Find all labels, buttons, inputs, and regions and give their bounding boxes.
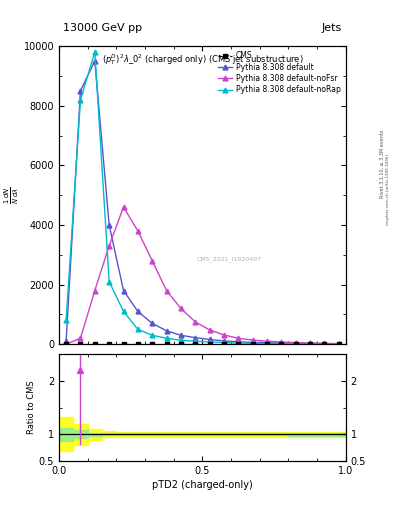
Y-axis label: Ratio to CMS: Ratio to CMS xyxy=(27,381,36,434)
Line: CMS: CMS xyxy=(64,342,341,347)
Pythia 8.308 default xyxy=(308,340,312,347)
X-axis label: pTD2 (charged-only): pTD2 (charged-only) xyxy=(152,480,253,490)
Pythia 8.308 default xyxy=(107,222,112,228)
Pythia 8.308 default xyxy=(236,339,241,345)
Pythia 8.308 default-noFsr xyxy=(150,258,154,264)
Pythia 8.308 default-noRap xyxy=(78,97,83,103)
CMS xyxy=(64,341,68,347)
Pythia 8.308 default-noFsr xyxy=(136,228,140,234)
Pythia 8.308 default-noFsr xyxy=(92,287,97,293)
Line: Pythia 8.308 default-noFsr: Pythia 8.308 default-noFsr xyxy=(64,205,341,347)
CMS xyxy=(336,341,341,347)
Pythia 8.308 default-noRap xyxy=(250,340,255,347)
Pythia 8.308 default-noRap xyxy=(236,340,241,346)
Pythia 8.308 default xyxy=(293,340,298,347)
Pythia 8.308 default xyxy=(250,339,255,346)
Pythia 8.308 default-noFsr xyxy=(64,341,68,347)
Pythia 8.308 default xyxy=(207,336,212,343)
Pythia 8.308 default-noRap xyxy=(121,308,126,314)
Pythia 8.308 default-noRap xyxy=(136,326,140,332)
Pythia 8.308 default xyxy=(64,338,68,344)
Pythia 8.308 default-noFsr xyxy=(308,340,312,346)
Pythia 8.308 default xyxy=(78,88,83,94)
Pythia 8.308 default-noFsr xyxy=(279,339,284,345)
Pythia 8.308 default-noFsr xyxy=(207,327,212,333)
Pythia 8.308 default-noRap xyxy=(308,341,312,347)
CMS xyxy=(236,341,241,347)
Text: mcplots.cern.ch [arXiv:1306.3436]: mcplots.cern.ch [arXiv:1306.3436] xyxy=(386,154,390,225)
Pythia 8.308 default-noRap xyxy=(322,341,327,347)
Text: Jets: Jets xyxy=(321,23,342,33)
Pythia 8.308 default-noFsr xyxy=(250,337,255,343)
Pythia 8.308 default-noRap xyxy=(178,337,183,344)
Pythia 8.308 default-noRap xyxy=(193,338,198,344)
CMS xyxy=(279,341,284,347)
Pythia 8.308 default-noFsr xyxy=(293,339,298,346)
Pythia 8.308 default-noFsr xyxy=(322,340,327,347)
CMS xyxy=(136,341,140,347)
Pythia 8.308 default-noFsr xyxy=(236,335,241,342)
Pythia 8.308 default-noFsr xyxy=(78,335,83,342)
Text: $(p_T^D)^2\lambda\_0^2$ (charged only) (CMS jet substructure): $(p_T^D)^2\lambda\_0^2$ (charged only) (… xyxy=(101,52,303,67)
Pythia 8.308 default-noRap xyxy=(336,341,341,347)
CMS xyxy=(78,341,83,347)
Pythia 8.308 default-noRap xyxy=(279,340,284,347)
CMS xyxy=(107,341,112,347)
CMS xyxy=(150,341,154,347)
CMS xyxy=(164,341,169,347)
CMS xyxy=(264,341,269,347)
CMS xyxy=(308,341,312,347)
Pythia 8.308 default xyxy=(92,58,97,64)
Pythia 8.308 default xyxy=(136,308,140,314)
Pythia 8.308 default-noRap xyxy=(207,339,212,345)
Pythia 8.308 default-noRap xyxy=(107,279,112,285)
Text: 13000 GeV pp: 13000 GeV pp xyxy=(63,23,142,33)
Pythia 8.308 default-noFsr xyxy=(336,340,341,347)
CMS xyxy=(207,341,212,347)
Pythia 8.308 default-noFsr xyxy=(222,332,226,338)
Legend: CMS, Pythia 8.308 default, Pythia 8.308 default-noFsr, Pythia 8.308 default-noRa: CMS, Pythia 8.308 default, Pythia 8.308 … xyxy=(217,50,342,96)
Pythia 8.308 default-noRap xyxy=(264,340,269,347)
Pythia 8.308 default-noRap xyxy=(164,335,169,342)
Pythia 8.308 default-noRap xyxy=(64,317,68,324)
Pythia 8.308 default-noFsr xyxy=(178,305,183,311)
Line: Pythia 8.308 default-noRap: Pythia 8.308 default-noRap xyxy=(64,50,341,347)
CMS xyxy=(193,341,198,347)
Text: CMS_2021_I1920497: CMS_2021_I1920497 xyxy=(196,257,262,263)
Text: Rivet 3.1.10, ≥ 3.3M events: Rivet 3.1.10, ≥ 3.3M events xyxy=(380,130,384,198)
Pythia 8.308 default-noRap xyxy=(222,339,226,346)
Pythia 8.308 default xyxy=(164,328,169,334)
Pythia 8.308 default xyxy=(322,340,327,347)
Pythia 8.308 default-noRap xyxy=(150,332,154,338)
Pythia 8.308 default xyxy=(222,338,226,344)
Pythia 8.308 default-noFsr xyxy=(193,319,198,325)
CMS xyxy=(92,341,97,347)
Pythia 8.308 default-noFsr xyxy=(121,204,126,210)
Pythia 8.308 default-noRap xyxy=(293,340,298,347)
Y-axis label: $\frac{1}{N}\frac{dN}{d\lambda}$: $\frac{1}{N}\frac{dN}{d\lambda}$ xyxy=(2,186,21,204)
Line: Pythia 8.308 default: Pythia 8.308 default xyxy=(64,58,341,346)
CMS xyxy=(250,341,255,347)
Pythia 8.308 default-noFsr xyxy=(264,338,269,344)
Pythia 8.308 default xyxy=(336,340,341,347)
Pythia 8.308 default xyxy=(264,339,269,346)
Pythia 8.308 default-noFsr xyxy=(164,287,169,293)
CMS xyxy=(293,341,298,347)
Pythia 8.308 default xyxy=(121,287,126,293)
Pythia 8.308 default-noRap xyxy=(92,49,97,55)
Pythia 8.308 default xyxy=(279,340,284,346)
CMS xyxy=(322,341,327,347)
CMS xyxy=(222,341,226,347)
Pythia 8.308 default xyxy=(178,332,183,338)
Pythia 8.308 default xyxy=(150,321,154,327)
Pythia 8.308 default xyxy=(193,334,198,340)
CMS xyxy=(178,341,183,347)
Pythia 8.308 default-noFsr xyxy=(107,243,112,249)
CMS xyxy=(121,341,126,347)
